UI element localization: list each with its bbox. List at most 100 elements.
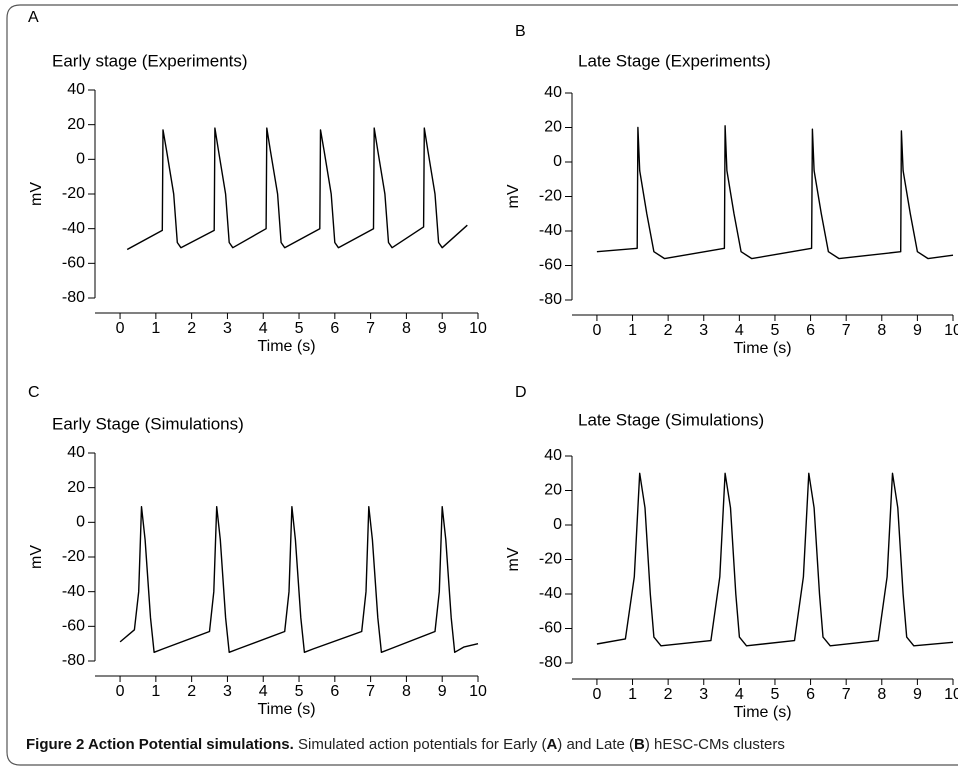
x-tick-label: 5 bbox=[295, 320, 304, 337]
y-tick-label: 40 bbox=[67, 444, 85, 461]
caption-text: ) hESC-CMs clusters bbox=[644, 736, 785, 753]
caption-text: ) and Late ( bbox=[557, 736, 634, 753]
x-axis-label: Time (s) bbox=[257, 701, 315, 718]
y-tick-label: -80 bbox=[62, 652, 85, 669]
chart-title: Late Stage (Experiments) bbox=[578, 51, 771, 70]
x-tick-label: 8 bbox=[877, 322, 886, 339]
x-tick-label: 5 bbox=[771, 686, 780, 703]
panel-label: D bbox=[515, 384, 527, 401]
x-tick-label: 6 bbox=[806, 322, 815, 339]
y-tick-label: -80 bbox=[539, 291, 562, 308]
y-tick-label: 20 bbox=[67, 479, 85, 496]
figure-border bbox=[6, 4, 958, 766]
x-tick-label: 1 bbox=[628, 686, 637, 703]
x-axis-label: Time (s) bbox=[733, 704, 791, 721]
caption-heading: Figure 2 Action Potential simulations. bbox=[26, 736, 294, 753]
y-tick-label: 0 bbox=[76, 514, 85, 531]
y-tick-label: 0 bbox=[553, 516, 562, 533]
y-axis-label: mV bbox=[505, 184, 522, 208]
x-tick-label: 4 bbox=[259, 683, 268, 700]
panel-label: A bbox=[28, 9, 39, 26]
x-tick-label: 1 bbox=[151, 683, 160, 700]
panel-label: C bbox=[28, 384, 40, 401]
y-axis-label: mV bbox=[28, 545, 45, 569]
y-tick-label: 40 bbox=[67, 81, 85, 98]
x-tick-label: 8 bbox=[402, 683, 411, 700]
trace bbox=[596, 125, 954, 260]
x-tick-label: 10 bbox=[469, 320, 487, 337]
x-tick-label: 7 bbox=[366, 683, 375, 700]
chart-title: Late Stage (Simulations) bbox=[578, 410, 764, 429]
x-tick-label: 1 bbox=[628, 322, 637, 339]
x-tick-label: 3 bbox=[223, 320, 232, 337]
y-tick-label: -60 bbox=[539, 620, 562, 637]
y-tick-label: 20 bbox=[544, 119, 562, 136]
chart-title: Early Stage (Simulations) bbox=[52, 414, 244, 433]
y-tick-label: -80 bbox=[539, 654, 562, 671]
y-axis-label: mV bbox=[28, 182, 45, 206]
x-axis-label: Time (s) bbox=[733, 340, 791, 357]
y-tick-label: 40 bbox=[544, 84, 562, 101]
x-tick-label: 0 bbox=[592, 322, 601, 339]
trace bbox=[126, 127, 468, 251]
x-tick-label: 3 bbox=[699, 322, 708, 339]
y-tick-label: 20 bbox=[544, 482, 562, 499]
y-tick-label: 0 bbox=[553, 153, 562, 170]
y-tick-label: -40 bbox=[62, 220, 85, 237]
x-tick-label: 2 bbox=[664, 322, 673, 339]
x-tick-label: 8 bbox=[402, 320, 411, 337]
x-tick-label: 6 bbox=[806, 686, 815, 703]
x-tick-label: 0 bbox=[592, 686, 601, 703]
y-tick-label: 40 bbox=[544, 447, 562, 464]
x-tick-label: 5 bbox=[295, 683, 304, 700]
y-tick-label: -40 bbox=[539, 585, 562, 602]
x-tick-label: 2 bbox=[664, 686, 673, 703]
x-tick-label: 0 bbox=[116, 683, 125, 700]
y-tick-label: -40 bbox=[539, 222, 562, 239]
x-tick-label: 3 bbox=[699, 686, 708, 703]
y-tick-label: -60 bbox=[539, 257, 562, 274]
y-tick-label: 0 bbox=[76, 151, 85, 168]
x-tick-label: 4 bbox=[259, 320, 268, 337]
x-tick-label: 0 bbox=[116, 320, 125, 337]
x-tick-label: 2 bbox=[187, 683, 196, 700]
trace bbox=[119, 506, 479, 653]
y-tick-label: -20 bbox=[539, 188, 562, 205]
x-tick-label: 10 bbox=[944, 686, 958, 703]
y-tick-label: -80 bbox=[62, 289, 85, 306]
y-axis-label: mV bbox=[505, 547, 522, 571]
x-tick-label: 4 bbox=[735, 686, 744, 703]
x-tick-label: 7 bbox=[842, 322, 851, 339]
x-tick-label: 4 bbox=[735, 322, 744, 339]
x-tick-label: 9 bbox=[913, 322, 922, 339]
x-tick-label: 7 bbox=[366, 320, 375, 337]
x-tick-label: 7 bbox=[842, 686, 851, 703]
x-tick-label: 3 bbox=[223, 683, 232, 700]
x-tick-label: 10 bbox=[944, 322, 958, 339]
y-tick-label: -20 bbox=[539, 551, 562, 568]
x-tick-label: 9 bbox=[438, 683, 447, 700]
x-tick-label: 2 bbox=[187, 320, 196, 337]
caption: Figure 2 Action Potential simulations. S… bbox=[26, 736, 785, 753]
x-tick-label: 9 bbox=[913, 686, 922, 703]
y-tick-label: -60 bbox=[62, 618, 85, 635]
x-tick-label: 9 bbox=[438, 320, 447, 337]
trace bbox=[596, 472, 954, 647]
x-tick-label: 5 bbox=[771, 322, 780, 339]
y-tick-label: -40 bbox=[62, 583, 85, 600]
y-tick-label: -20 bbox=[62, 548, 85, 565]
y-tick-label: -60 bbox=[62, 255, 85, 272]
chart-title: Early stage (Experiments) bbox=[52, 51, 248, 70]
y-tick-label: 20 bbox=[67, 116, 85, 133]
caption-text: Simulated action potentials for Early ( bbox=[297, 736, 547, 753]
x-tick-label: 10 bbox=[469, 683, 487, 700]
x-tick-label: 1 bbox=[151, 320, 160, 337]
panel-label: B bbox=[515, 23, 526, 40]
x-tick-label: 6 bbox=[330, 683, 339, 700]
x-axis-label: Time (s) bbox=[257, 338, 315, 355]
y-tick-label: -20 bbox=[62, 185, 85, 202]
caption-text: B bbox=[634, 736, 645, 753]
x-tick-label: 6 bbox=[330, 320, 339, 337]
